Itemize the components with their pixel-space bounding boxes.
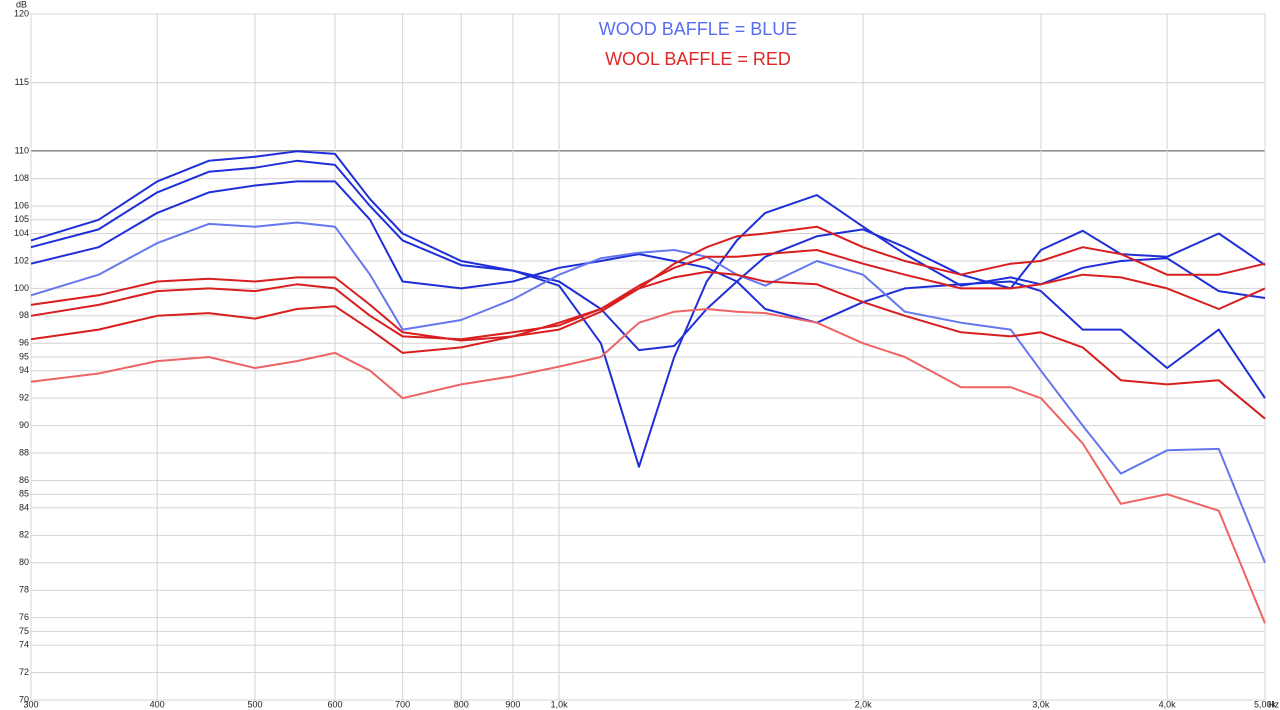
y-tick-label: 86 (19, 475, 29, 485)
y-axis-label: dB (16, 0, 27, 9)
y-tick-label: 72 (19, 667, 29, 677)
x-tick-label: 3,0k (1032, 699, 1050, 709)
series-line (30, 159, 1266, 352)
x-tick-label: 1,0k (551, 699, 569, 709)
y-tick-label: 88 (19, 447, 29, 457)
x-tick-label: 600 (328, 699, 343, 709)
series-line (30, 308, 1266, 624)
series-line (30, 270, 1266, 420)
y-tick-label: 95 (19, 351, 29, 361)
y-tick-label: 82 (19, 530, 29, 540)
annotation: WOOD BAFFLE = BLUE (599, 19, 798, 39)
x-tick-label: 4,0k (1159, 699, 1177, 709)
x-tick-label: 700 (395, 699, 410, 709)
y-tick-label: 102 (14, 255, 29, 265)
y-tick-label: 80 (19, 557, 29, 567)
series-line (30, 221, 1266, 564)
y-tick-label: 94 (19, 365, 29, 375)
series-line (30, 180, 1266, 399)
series-line (30, 150, 1266, 468)
x-tick-label: 900 (505, 699, 520, 709)
annotation: WOOL BAFFLE = RED (605, 49, 791, 69)
y-tick-label: 120 (14, 8, 29, 18)
x-tick-label: 300 (23, 699, 38, 709)
y-tick-label: 75 (19, 626, 29, 636)
y-tick-label: 105 (14, 214, 29, 224)
y-tick-label: 70 (19, 694, 29, 704)
y-tick-label: 100 (14, 283, 29, 293)
x-tick-label: 2,0k (855, 699, 873, 709)
series-line (30, 249, 1266, 341)
y-tick-label: 74 (19, 639, 29, 649)
x-tick-label: 5,00k (1254, 699, 1277, 709)
y-tick-label: 76 (19, 612, 29, 622)
y-tick-label: 106 (14, 200, 29, 210)
x-axis-label: Hz (1268, 699, 1279, 709)
x-tick-label: 400 (150, 699, 165, 709)
y-tick-label: 98 (19, 310, 29, 320)
y-tick-label: 115 (15, 77, 29, 87)
series-line (30, 225, 1266, 342)
y-tick-label: 90 (19, 420, 29, 430)
y-tick-label: 108 (14, 173, 29, 183)
y-tick-label: 92 (19, 393, 29, 403)
y-tick-label: 96 (19, 338, 29, 348)
x-tick-label: 500 (248, 699, 263, 709)
y-tick-label: 110 (15, 146, 29, 156)
y-tick-label: 78 (19, 585, 29, 595)
x-tick-label: 800 (454, 699, 469, 709)
y-tick-label: 84 (19, 502, 29, 512)
y-tick-label: 104 (14, 228, 29, 238)
y-tick-label: 85 (19, 489, 29, 499)
